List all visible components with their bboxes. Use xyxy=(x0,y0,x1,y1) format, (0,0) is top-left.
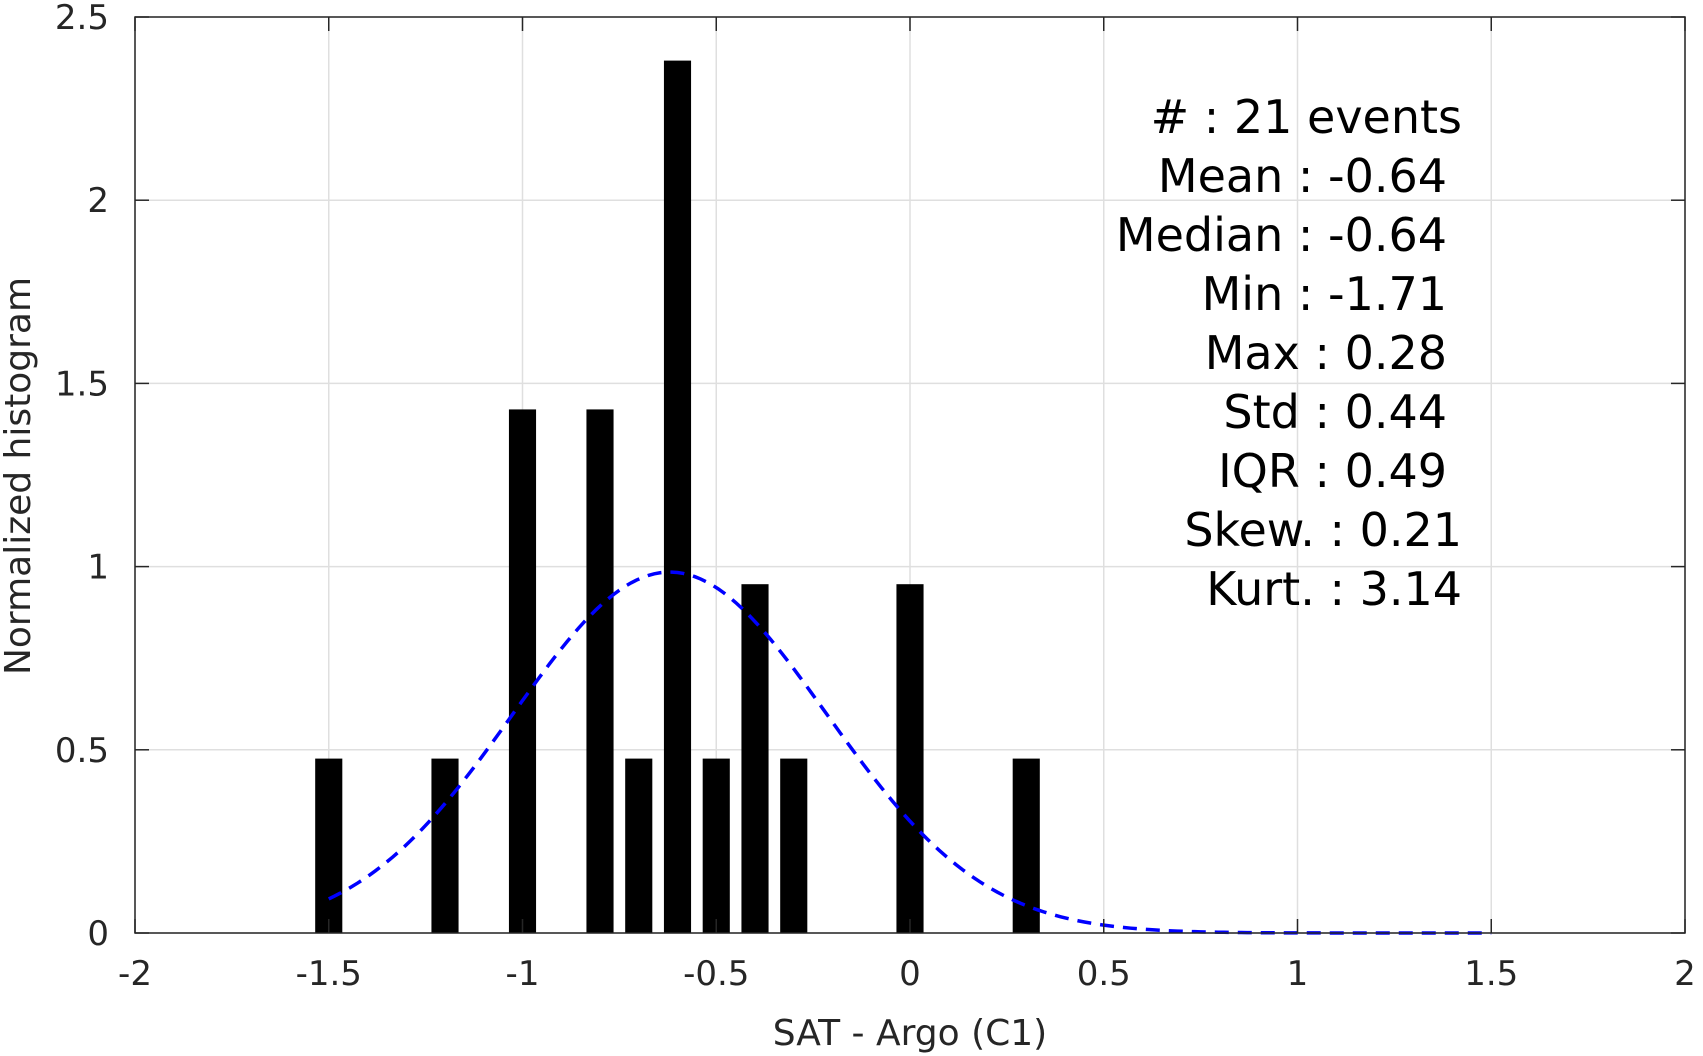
y-tick-label-0: 0 xyxy=(87,914,109,954)
stat-line-1: Mean : -0.64 xyxy=(1158,149,1447,203)
stat-line-6: IQR : 0.49 xyxy=(1218,444,1447,498)
x-tick-label-0: -2 xyxy=(118,954,152,994)
stat-line-5: Std : 0.44 xyxy=(1223,385,1447,439)
y-tick-label-1: 0.5 xyxy=(55,731,109,771)
y-tick-labels: 0 0.5 1 1.5 2 2.5 xyxy=(55,0,109,954)
x-tick-label-7: 1.5 xyxy=(1464,954,1518,994)
histogram-bar-0 xyxy=(315,758,343,933)
histogram-bar-6 xyxy=(702,758,730,933)
stat-line-7: Skew. : 0.21 xyxy=(1184,503,1462,557)
x-tick-label-2: -1 xyxy=(506,954,540,994)
x-tick-label-5: 0.5 xyxy=(1077,954,1131,994)
stat-line-3: Min : -1.71 xyxy=(1202,267,1447,321)
x-tick-labels: -2 -1.5 -1 -0.5 0 0.5 1 1.5 2 xyxy=(118,954,1696,994)
histogram-bar-9 xyxy=(896,584,924,933)
y-tick-label-4: 2 xyxy=(87,181,109,221)
x-tick-label-4: 0 xyxy=(899,954,921,994)
histogram-bar-7 xyxy=(741,584,769,933)
y-tick-label-3: 1.5 xyxy=(55,364,109,404)
y-tick-label-2: 1 xyxy=(87,548,109,588)
histogram-bar-1 xyxy=(431,758,459,933)
x-tick-label-8: 2 xyxy=(1674,954,1696,994)
stat-line-2: Median : -0.64 xyxy=(1116,208,1447,262)
x-tick-label-1: -1.5 xyxy=(296,954,362,994)
stat-line-4: Max : 0.28 xyxy=(1205,326,1447,380)
y-axis-label: Normalized histogram xyxy=(0,277,39,675)
x-tick-label-3: -0.5 xyxy=(683,954,749,994)
histogram-bar-4 xyxy=(625,758,653,933)
axis-ticks xyxy=(134,16,1686,934)
histogram-bar-10 xyxy=(1012,758,1040,933)
y-tick-label-5: 2.5 xyxy=(55,0,109,38)
histogram-bar-8 xyxy=(780,758,808,933)
x-axis-label: SAT - Argo (C1) xyxy=(773,1013,1047,1054)
histogram-bar-5 xyxy=(663,60,692,933)
histogram-bar-2 xyxy=(508,409,537,933)
stat-line-0: # : 21 events xyxy=(1151,90,1462,144)
histogram-bar-3 xyxy=(586,409,614,933)
x-tick-label-6: 1 xyxy=(1287,954,1309,994)
histogram-bars xyxy=(315,60,1040,933)
stat-line-8: Kurt. : 3.14 xyxy=(1206,562,1462,616)
